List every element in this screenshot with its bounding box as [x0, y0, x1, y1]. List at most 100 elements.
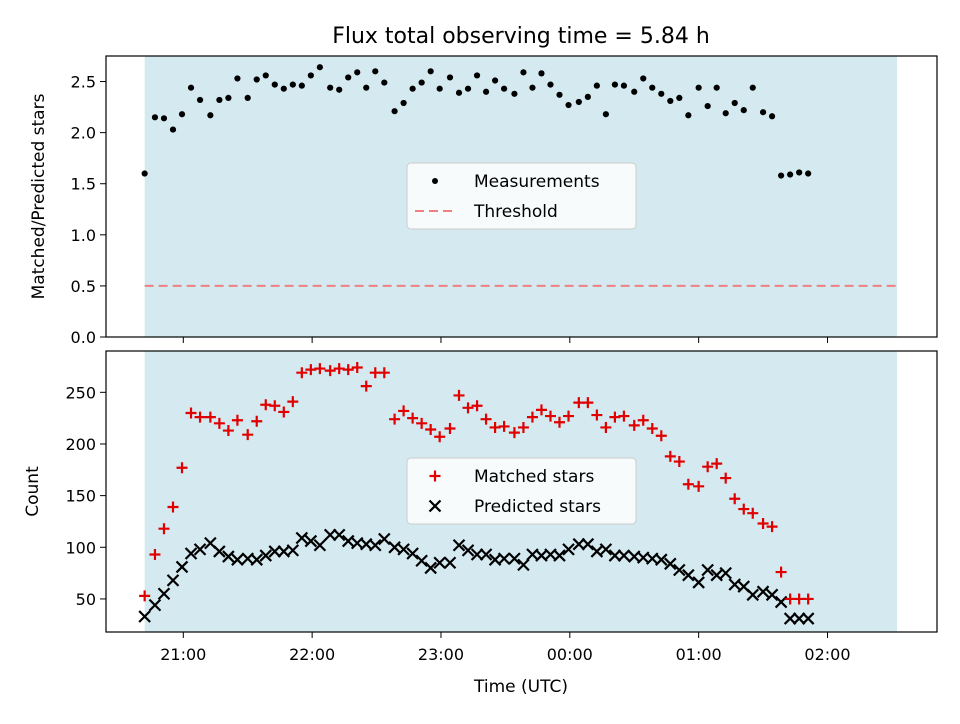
measurement-point: [575, 98, 582, 106]
top-legend: [406, 162, 637, 230]
measurement-point: [491, 77, 499, 84]
matched-star-marker: [563, 410, 575, 422]
measurement-point: [778, 172, 785, 179]
measurement-point: [695, 84, 702, 91]
measurement-point: [649, 84, 656, 91]
matched-star-marker: [351, 362, 363, 374]
matched-star-marker: [673, 456, 685, 468]
predicted-star-marker: [433, 556, 446, 570]
measurement-point: [178, 111, 186, 118]
bottom-panel-counts: 50 100 150 200 250 21:00 22:00 23:00 00:00 01:00 0…: [23, 350, 938, 664]
matched-star-marker: [535, 404, 547, 416]
predicted-star-marker: [157, 587, 171, 601]
top-y-axis-label: Matched/Predicted stars: [29, 93, 49, 299]
measurement-point: [640, 75, 647, 82]
measurement-point: [141, 170, 148, 177]
matched-star-marker: [389, 413, 401, 425]
matched-star-marker: [453, 389, 465, 401]
predicted-star-marker: [259, 549, 273, 562]
matched-star-marker: [425, 424, 437, 436]
top-y-tick-label: 2.0: [71, 124, 96, 143]
top-axes-frame: [105, 55, 938, 338]
measurement-point: [244, 94, 251, 101]
measurement-point: [611, 81, 619, 88]
measurement-point: [262, 72, 269, 79]
measurement-point: [631, 88, 638, 95]
predicted-star-marker: [193, 543, 207, 556]
measurement-point: [676, 94, 683, 101]
matched-star-marker: [278, 406, 290, 418]
top-legend-label: Threshold: [473, 202, 558, 222]
predicted-star-marker: [497, 552, 511, 565]
measurement-point: [556, 91, 563, 98]
matched-star-marker: [242, 429, 254, 441]
matched-star-marker: [480, 413, 492, 425]
matched-star-marker: [342, 364, 354, 376]
predicted-star-marker: [424, 561, 437, 575]
measurement-point: [363, 84, 370, 91]
matched-star-marker: [176, 462, 188, 474]
measurement-point: [234, 75, 241, 82]
matched-star-marker: [498, 420, 510, 432]
predicted-star-marker: [664, 557, 677, 571]
predicted-star-marker: [175, 560, 189, 574]
measurement-point: [584, 93, 591, 100]
matched-star-marker: [508, 427, 520, 439]
matched-star-marker: [682, 478, 694, 490]
predicted-star-marker: [682, 568, 695, 582]
bottom-y-tick-label: 50: [76, 590, 96, 609]
matched-star-marker: [407, 412, 419, 424]
bottom-y-tick-label: 100: [65, 538, 96, 557]
measurement-point: [713, 84, 720, 91]
measurement-point: [749, 84, 756, 91]
matched-star-marker: [434, 431, 446, 443]
matched-star-marker: [444, 422, 456, 434]
predicted-star-marker: [655, 553, 668, 566]
top-legend-label: Measurements: [474, 172, 600, 192]
matched-star-marker: [167, 501, 179, 513]
measurement-point: [511, 90, 518, 97]
bottom-legend: [406, 457, 637, 525]
predicted-star-marker: [295, 531, 309, 545]
matched-star-marker: [158, 523, 170, 535]
matched-star-marker: [738, 503, 750, 515]
predicted-star-marker: [728, 578, 742, 591]
matched-star-marker: [213, 417, 225, 429]
measurement-point: [740, 107, 747, 114]
matched-star-marker: [693, 480, 705, 492]
measurement-point: [207, 112, 214, 119]
matched-star-marker: [314, 363, 326, 375]
measurement-point: [529, 84, 536, 91]
matched-star-marker: [757, 518, 769, 530]
predicted-star-marker: [783, 612, 797, 625]
matched-star-marker: [139, 590, 151, 602]
matched-star-marker: [544, 410, 556, 422]
measurement-point: [667, 97, 674, 105]
predicted-star-marker: [397, 543, 410, 556]
top-y-tick-label: 2.5: [71, 73, 96, 92]
matched-star-marker: [802, 593, 814, 605]
x-tick-label: 02:00: [804, 645, 850, 664]
matched-star-marker: [324, 365, 336, 377]
predicted-star-marker: [719, 566, 732, 580]
measurement-point: [473, 72, 481, 79]
measurement-point: [354, 69, 361, 76]
predicted-star-marker: [765, 588, 779, 602]
measurement-point: [225, 94, 232, 101]
x-tick-label: 01:00: [676, 645, 722, 664]
measurement-point: [436, 85, 443, 92]
predicted-star-marker: [388, 541, 401, 554]
measurement-point: [602, 111, 609, 118]
predicted-star-marker: [562, 543, 575, 556]
predicted-star-marker: [508, 552, 521, 565]
measurement-point: [427, 68, 434, 75]
measurement-point: [298, 82, 305, 89]
predicted-star-marker: [599, 543, 613, 556]
predicted-star-marker: [443, 556, 457, 570]
bottom-axes-frame: [105, 350, 938, 633]
matched-star-marker: [296, 367, 308, 379]
predicted-star-marker: [701, 563, 714, 577]
matched-star-marker: [231, 414, 243, 426]
